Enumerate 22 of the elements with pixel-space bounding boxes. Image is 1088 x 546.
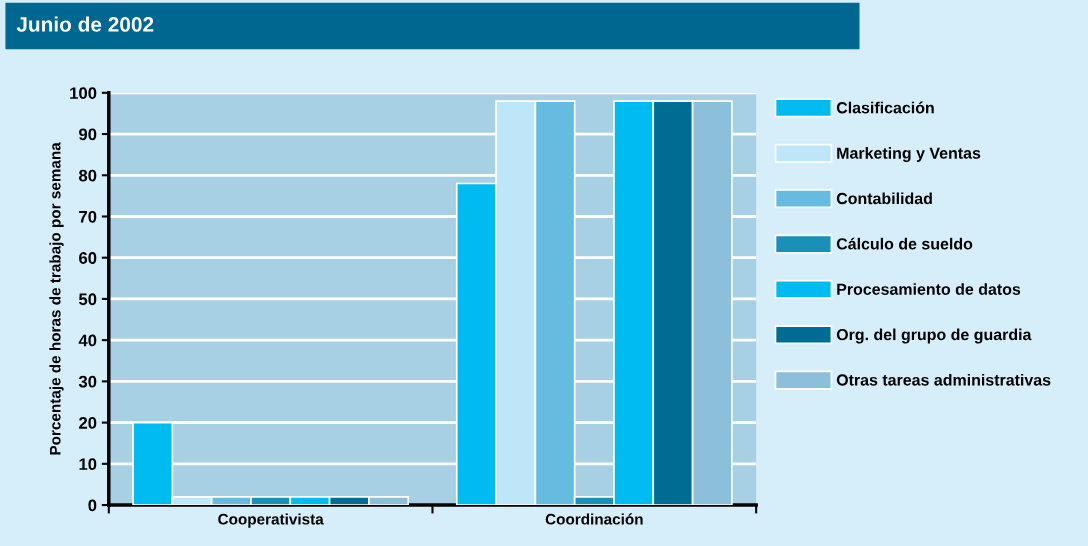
y-tick-label: 70 [79,210,97,223]
legend-label: Clasificación [836,101,934,114]
legend-label: Procesamiento de datos [837,283,1021,295]
legend-label: Org. del grupo de guardia [836,328,1032,344]
y-tick-label: 20 [79,417,97,429]
legend-label: Marketing y Ventas [837,147,981,163]
legend-label: Cálculo de sueldo [836,237,973,250]
y-tick-label: 40 [78,334,97,347]
x-tick-label: Cooperativista [218,513,324,528]
legend-label: Contabilidad [836,192,932,205]
y-tick-label: 100 [70,87,97,100]
y-tick-label: 80 [78,169,97,182]
chart-title: Junio de 2002 [16,16,154,32]
y-tick-label: 10 [79,458,97,471]
y-tick-label: 0 [88,499,97,512]
y-tick-label: 90 [79,128,97,141]
legend-label: Otras tareas administrativas [836,373,1051,386]
y-tick-label: 30 [78,375,97,388]
y-axis-title: Porcentaje de horas de trabajo por semana [49,142,64,455]
x-tick-label: Coordinación [545,513,643,525]
y-tick-label: 50 [78,293,97,306]
y-tick-label: 60 [79,252,97,264]
